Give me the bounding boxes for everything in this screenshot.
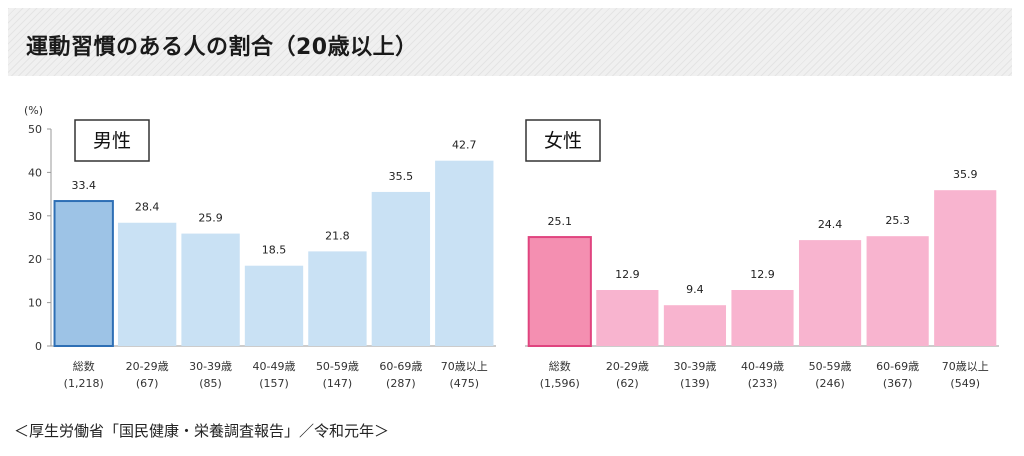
panel1-sample-size-label-1: (67)	[136, 377, 159, 390]
panel1-y-tick-label: 30	[28, 210, 42, 223]
panel1-bar-5	[371, 191, 431, 346]
panel2-category-label-5: 60-69歳	[876, 360, 919, 373]
panel2-category-label-1: 20-29歳	[606, 360, 649, 373]
panel1-value-label-3: 18.5	[262, 244, 287, 257]
panel1-category-label-6: 70歳以上	[441, 360, 488, 373]
panel1-y-tick-label: 20	[28, 253, 42, 266]
panel2-sample-size-label-4: (246)	[815, 377, 845, 390]
panel2-value-label-6: 35.9	[953, 168, 978, 181]
panel2-bar-4	[798, 240, 862, 346]
panel2-value-label-5: 25.3	[885, 214, 910, 227]
panel1-bar-2	[181, 233, 240, 346]
panel2-value-label-1: 12.9	[615, 268, 640, 281]
panel2-sample-size-label-5: (367)	[883, 377, 913, 390]
panel1-sample-size-label-0: (1,218)	[64, 377, 104, 390]
panel1-value-label-1: 28.4	[135, 201, 160, 214]
panel2-bar-2	[663, 305, 727, 346]
panel2-sample-size-label-2: (139)	[680, 377, 710, 390]
panel2-value-label-4: 24.4	[818, 218, 843, 231]
panel2-category-label-6: 70歳以上	[942, 360, 989, 373]
panel1-value-label-6: 42.7	[452, 139, 477, 152]
panel2-sample-size-label-3: (233)	[748, 377, 778, 390]
chart-title: 運動習慣のある人の割合（20歳以上）	[26, 35, 418, 60]
panel1-bar-3	[244, 265, 304, 346]
panel2-category-label-0: 総数	[549, 359, 571, 373]
panel1-category-label-2: 30-39歳	[189, 360, 232, 373]
panel1-value-label-5: 35.5	[389, 170, 414, 183]
title-banner: 運動習慣のある人の割合（20歳以上）	[8, 8, 1012, 76]
panel1-y-unit-label: (%)	[24, 104, 43, 117]
panel2-panel-label: 女性	[544, 130, 582, 152]
panel1-bar-6	[435, 160, 494, 346]
panel2-bar-5	[866, 236, 929, 346]
panel1-category-label-4: 50-59歳	[316, 360, 359, 373]
panel1-sample-size-label-5: (287)	[386, 377, 416, 390]
panel1-value-label-0: 33.4	[71, 179, 96, 192]
panel1-sample-size-label-4: (147)	[323, 377, 353, 390]
panel1-category-label-1: 20-29歳	[126, 360, 169, 373]
panel1-category-label-0: 総数	[73, 359, 95, 373]
panel1-bar-1	[117, 222, 177, 346]
panel1-value-label-2: 25.9	[198, 212, 223, 225]
panel2-sample-size-label-0: (1,596)	[540, 377, 580, 390]
panel1-y-tick-label: 10	[28, 297, 42, 310]
panel2-sample-size-label-1: (62)	[616, 377, 639, 390]
panel2-bar-3	[731, 290, 794, 346]
panel2-category-label-4: 50-59歳	[809, 360, 852, 373]
panel1-bar-4	[308, 251, 367, 346]
panel1-category-label-5: 60-69歳	[379, 360, 422, 373]
panel2-value-label-0: 25.1	[548, 215, 573, 228]
panel2-value-label-3: 12.9	[750, 268, 775, 281]
panel2-category-label-2: 30-39歳	[673, 360, 716, 373]
panel1-label-box	[74, 119, 150, 162]
panel1-panel-label: 男性	[93, 130, 131, 152]
panel2-bar-0	[527, 236, 592, 347]
panel1-y-tick-label: 0	[35, 340, 42, 353]
panel1-bar-0	[53, 200, 114, 347]
panel1-value-label-4: 21.8	[325, 229, 350, 242]
panel2-bar-1	[596, 290, 659, 346]
panel1-sample-size-label-6: (475)	[449, 377, 479, 390]
panel2-bar-6	[934, 190, 997, 346]
source-note: ＜厚生労働省「国民健康・栄養調査報告」／令和元年＞	[14, 422, 390, 440]
panel1-sample-size-label-3: (157)	[259, 377, 289, 390]
panel2-category-label-3: 40-49歳	[741, 360, 784, 373]
panel1-sample-size-label-2: (85)	[199, 377, 222, 390]
panel2-sample-size-label-6: (549)	[950, 377, 980, 390]
panel2-label-box	[525, 119, 601, 162]
panel2-value-label-2: 9.4	[686, 283, 704, 296]
panel1-y-tick-label: 50	[28, 123, 42, 136]
panel1-y-tick-label: 40	[28, 166, 42, 179]
panel1-category-label-3: 40-49歳	[253, 360, 296, 373]
